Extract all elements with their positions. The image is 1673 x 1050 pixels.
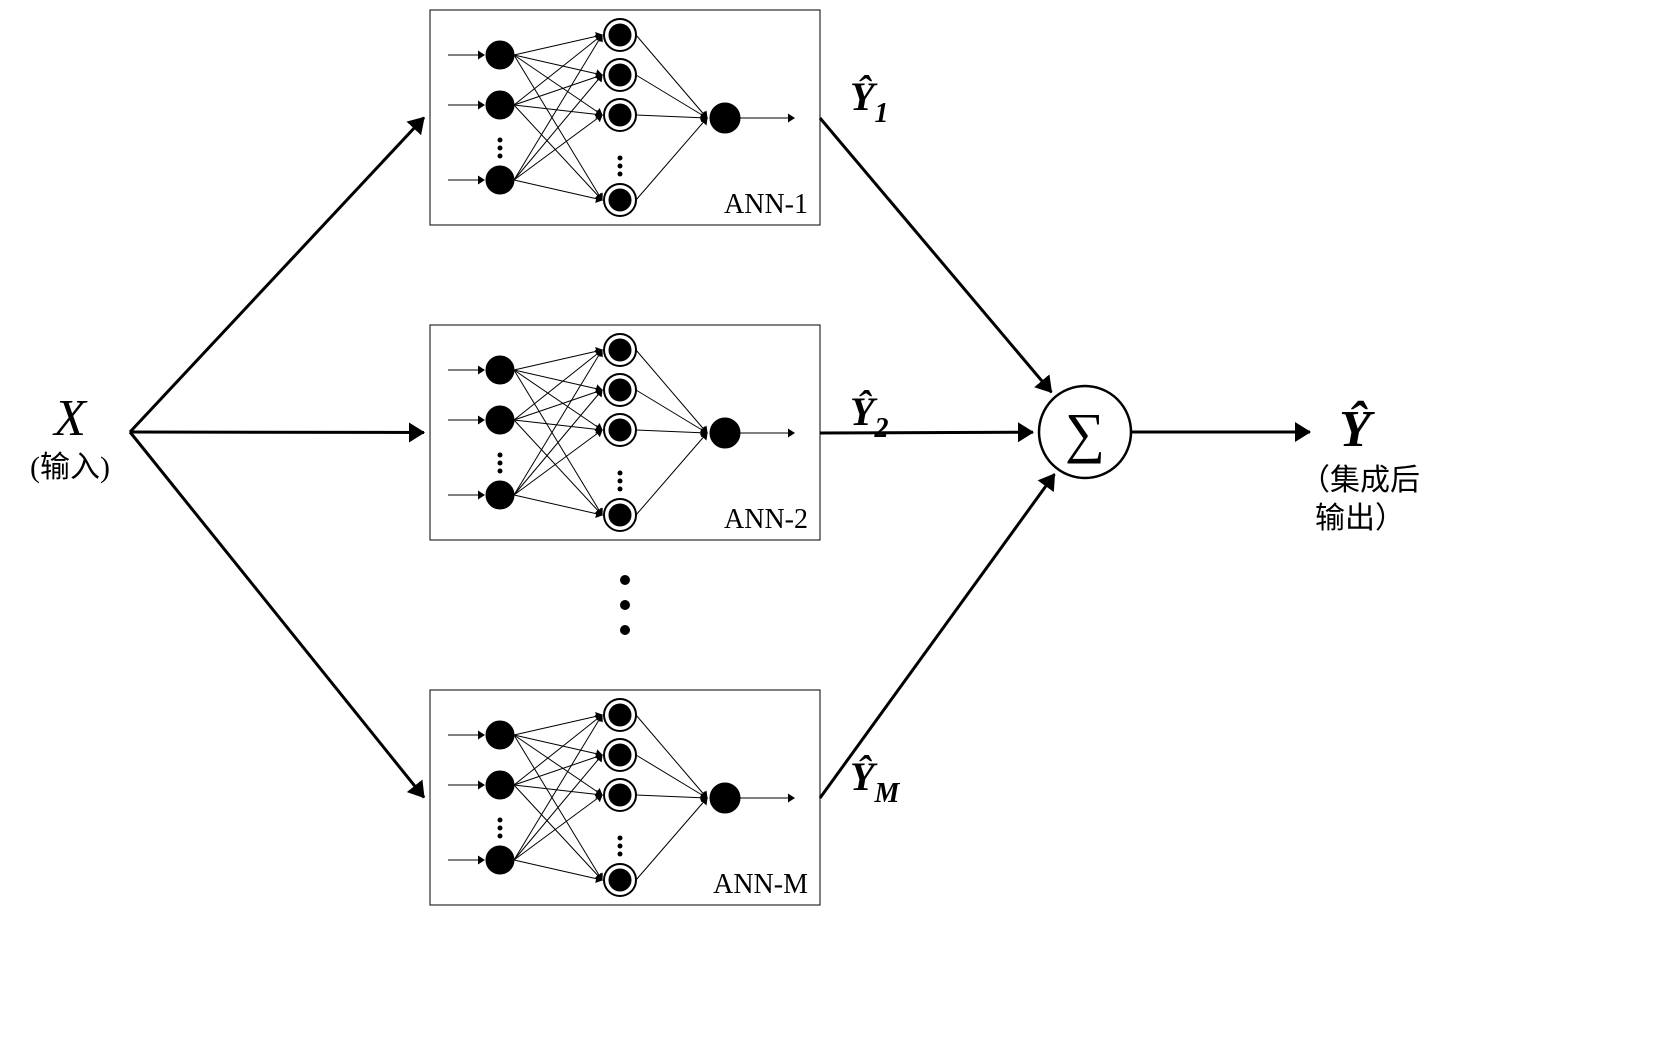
- to-sum-arrow: [820, 432, 1033, 433]
- ellipsis-dot: [620, 575, 630, 585]
- ellipsis-dot: [620, 600, 630, 610]
- to-sum-arrow: [820, 118, 1051, 392]
- ann2-label: ANN-2: [724, 504, 808, 535]
- annM-label: ANN-M: [713, 869, 808, 900]
- input-subtitle: (输入): [30, 451, 110, 484]
- input-symbol: X: [52, 390, 88, 447]
- final-output-sub1: （集成后: [1300, 464, 1420, 497]
- final-output-sub2: 输出）: [1315, 502, 1405, 535]
- fanout-arrow: [130, 432, 424, 798]
- fanout-arrow: [130, 118, 424, 433]
- to-sum-arrow: [820, 474, 1055, 798]
- fanout-arrow: [130, 432, 424, 433]
- ann1-label: ANN-1: [724, 189, 808, 220]
- ellipsis-dot: [620, 625, 630, 635]
- ann1: ANN-1: [430, 10, 820, 225]
- branch-output-label: Ŷ2: [850, 389, 888, 444]
- ann2: ANN-2: [430, 325, 820, 540]
- branch-output-label: ŶM: [850, 754, 900, 809]
- annM: ANN-M: [430, 690, 820, 905]
- sum-symbol: ∑: [1065, 403, 1105, 465]
- final-output-symbol: Ŷ: [1339, 400, 1375, 458]
- branch-output-label: Ŷ1: [850, 74, 888, 129]
